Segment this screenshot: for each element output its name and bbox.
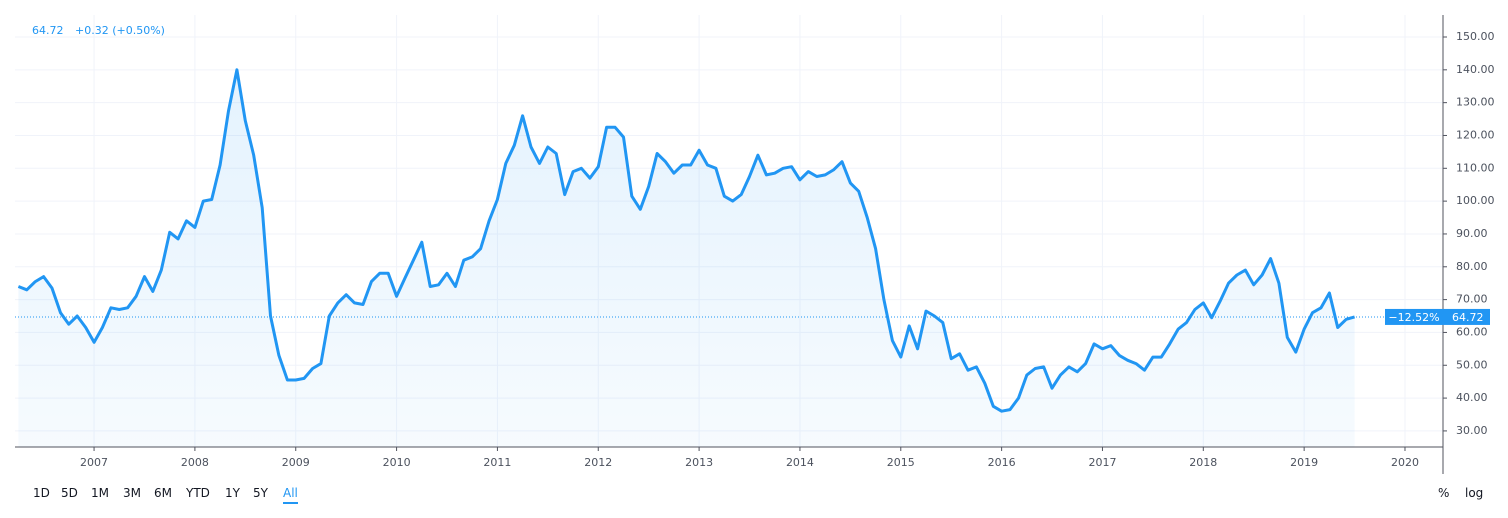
y-tick-label: 80.00 bbox=[1456, 260, 1488, 273]
range-button[interactable]: 1D bbox=[33, 486, 50, 500]
change-label-bg bbox=[1385, 308, 1443, 325]
y-tick-label: 110.00 bbox=[1456, 161, 1495, 174]
range-button[interactable]: 5Y bbox=[253, 486, 268, 500]
range-button[interactable]: 5D bbox=[61, 486, 78, 500]
price-label-bg bbox=[1443, 308, 1490, 325]
range-button[interactable]: 1M bbox=[91, 486, 109, 500]
y-tick-label: 120.00 bbox=[1456, 128, 1495, 141]
toolbar: 1D 5D 1M 3M 6M YTD 1Y 5Y All % log bbox=[0, 480, 1508, 510]
y-tick-label: 30.00 bbox=[1456, 424, 1488, 437]
range-button[interactable]: 3M bbox=[123, 486, 141, 500]
range-button[interactable]: 1Y bbox=[225, 486, 240, 500]
x-tick-label: 2018 bbox=[1189, 456, 1217, 469]
y-tick-label: 60.00 bbox=[1456, 325, 1488, 338]
x-tick-label: 2007 bbox=[80, 456, 108, 469]
range-button[interactable]: 6M bbox=[154, 486, 172, 500]
y-tick-label: 150.00 bbox=[1456, 30, 1495, 43]
y-tick-label: 140.00 bbox=[1456, 63, 1495, 76]
price-label: 64.72 bbox=[1452, 311, 1484, 324]
range-button[interactable]: YTD bbox=[186, 486, 210, 500]
price-line bbox=[17, 68, 1356, 413]
chart: 64.72 +0.32 (+0.50%) 30.00 40.00 50.00 60.0… bbox=[15, 15, 1495, 474]
x-tick-label: 2012 bbox=[584, 456, 612, 469]
x-tick-label: 2015 bbox=[887, 456, 915, 469]
header-price: 64.72 bbox=[32, 24, 64, 37]
x-tick-label: 2020 bbox=[1391, 456, 1419, 469]
y-tick-label: 40.00 bbox=[1456, 391, 1488, 404]
y-tick-label: 90.00 bbox=[1456, 227, 1488, 240]
y-tick-label: 70.00 bbox=[1456, 293, 1488, 306]
y-tick-label: 130.00 bbox=[1456, 96, 1495, 109]
x-tick-label: 2016 bbox=[988, 456, 1016, 469]
range-button[interactable]: All bbox=[283, 486, 298, 504]
y-tick-label: 50.00 bbox=[1456, 358, 1488, 371]
x-tick-label: 2008 bbox=[181, 456, 209, 469]
x-tick-label: 2011 bbox=[483, 456, 511, 469]
percent-toggle[interactable]: % bbox=[1438, 486, 1450, 500]
header-change: +0.32 (+0.50%) bbox=[75, 24, 165, 37]
area bbox=[18, 69, 1355, 448]
x-tick-label: 2010 bbox=[383, 456, 411, 469]
change-label: −12.52% bbox=[1388, 311, 1439, 324]
x-tick-label: 2014 bbox=[786, 456, 814, 469]
x-tick-label: 2017 bbox=[1088, 456, 1116, 469]
x-tick-label: 2013 bbox=[685, 456, 713, 469]
log-toggle[interactable]: log bbox=[1465, 486, 1484, 500]
x-tick-label: 2009 bbox=[282, 456, 310, 469]
y-tick-label: 100.00 bbox=[1456, 194, 1495, 207]
x-tick-label: 2019 bbox=[1290, 456, 1318, 469]
